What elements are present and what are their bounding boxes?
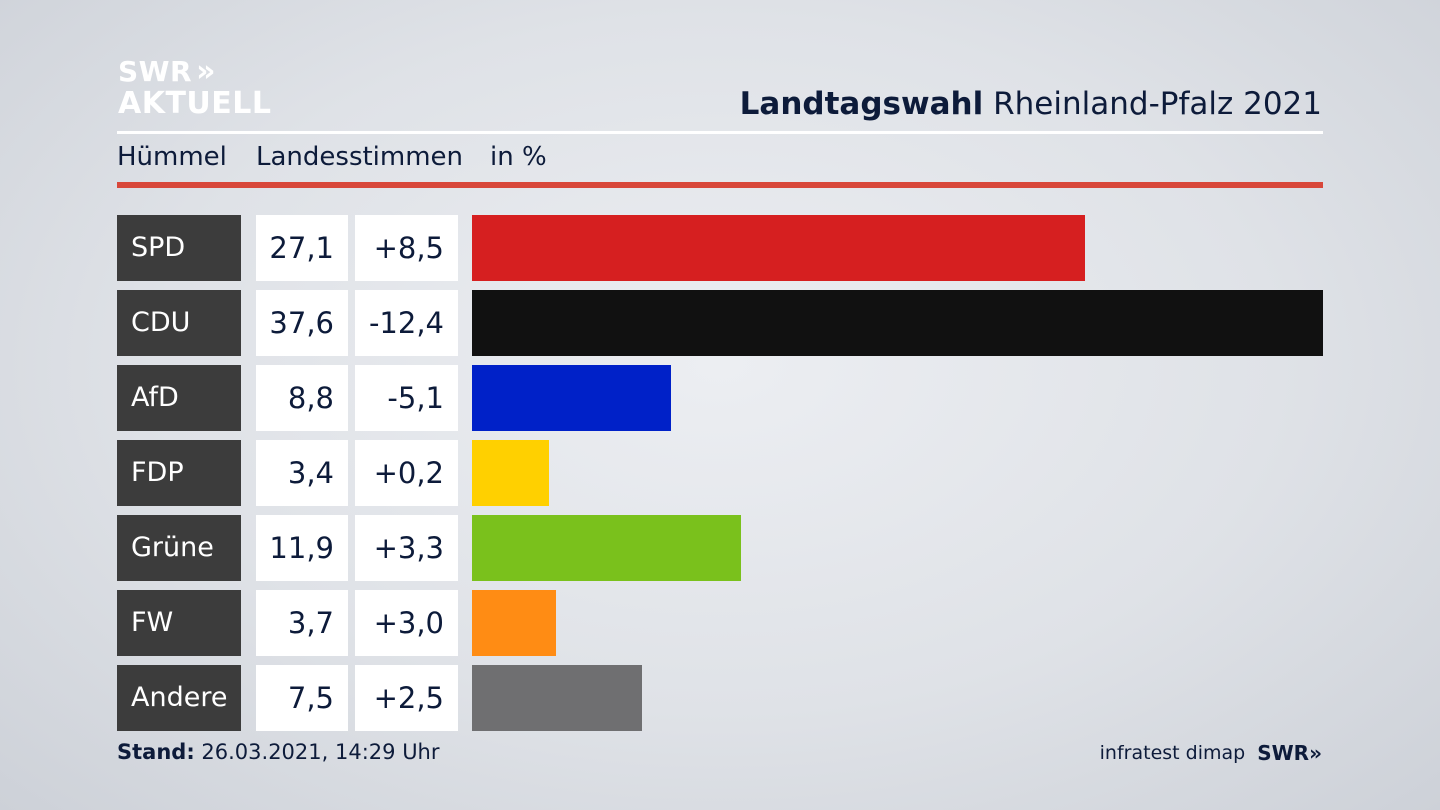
party-label: Andere: [117, 665, 241, 731]
bar-grüne: [472, 515, 741, 581]
swr-brand: SWR»: [1257, 741, 1322, 765]
vote-change-value: -12,4: [355, 290, 458, 356]
result-row: FW 3,7 +3,0: [117, 590, 1323, 656]
vote-share-value: 8,8: [256, 365, 348, 431]
vote-share-value: 7,5: [256, 665, 348, 731]
result-row: SPD 27,1 +8,5: [117, 215, 1323, 281]
accent-divider: [117, 182, 1323, 188]
vote-change-value: +0,2: [355, 440, 458, 506]
bar-fdp: [472, 440, 549, 506]
page-title: Landtagswahl Rheinland-Pfalz 2021: [740, 86, 1322, 122]
timestamp: Stand: 26.03.2021, 14:29 Uhr: [117, 740, 440, 764]
vote-share-value: 3,7: [256, 590, 348, 656]
logo-swr-text: SWR: [118, 55, 193, 88]
district-label: Hümmel: [117, 142, 227, 172]
header-divider: [117, 131, 1323, 134]
party-label: Grüne: [117, 515, 241, 581]
party-label: FDP: [117, 440, 241, 506]
bar-fw: [472, 590, 556, 656]
bar-spd: [472, 215, 1085, 281]
vote-change-value: -5,1: [355, 365, 458, 431]
party-label: SPD: [117, 215, 241, 281]
vote-change-value: +3,0: [355, 590, 458, 656]
logo-arrows-icon: »: [196, 54, 216, 89]
vote-share-value: 11,9: [256, 515, 348, 581]
swr-arrows-icon: »: [1309, 741, 1322, 765]
result-row: CDU 37,6 -12,4: [117, 290, 1323, 356]
bar-cdu: [472, 290, 1323, 356]
unit-label: in %: [490, 142, 547, 172]
source-credit: infratest dimap SWR»: [1100, 741, 1322, 765]
stand-label: Stand:: [117, 740, 195, 764]
title-rest: Rheinland-Pfalz 2021: [993, 86, 1322, 122]
vote-change-value: +8,5: [355, 215, 458, 281]
bar-afd: [472, 365, 671, 431]
logo-aktuell-text: AKTUELL: [118, 86, 272, 121]
vote-share-value: 3,4: [256, 440, 348, 506]
party-label: CDU: [117, 290, 241, 356]
vote-share-value: 27,1: [256, 215, 348, 281]
swr-aktuell-logo: SWR» AKTUELL: [118, 56, 272, 120]
result-row: Andere 7,5 +2,5: [117, 665, 1323, 731]
vote-change-value: +3,3: [355, 515, 458, 581]
vote-share-value: 37,6: [256, 290, 348, 356]
title-bold: Landtagswahl: [739, 86, 984, 122]
result-row: AfD 8,8 -5,1: [117, 365, 1323, 431]
party-label: FW: [117, 590, 241, 656]
result-row: FDP 3,4 +0,2: [117, 440, 1323, 506]
swr-brand-text: SWR: [1257, 741, 1310, 765]
measure-label: Landesstimmen: [256, 142, 464, 172]
bar-andere: [472, 665, 642, 731]
party-label: AfD: [117, 365, 241, 431]
result-row: Grüne 11,9 +3,3: [117, 515, 1323, 581]
vote-change-value: +2,5: [355, 665, 458, 731]
source-label: infratest dimap: [1099, 742, 1246, 764]
stand-value: 26.03.2021, 14:29 Uhr: [201, 740, 440, 764]
